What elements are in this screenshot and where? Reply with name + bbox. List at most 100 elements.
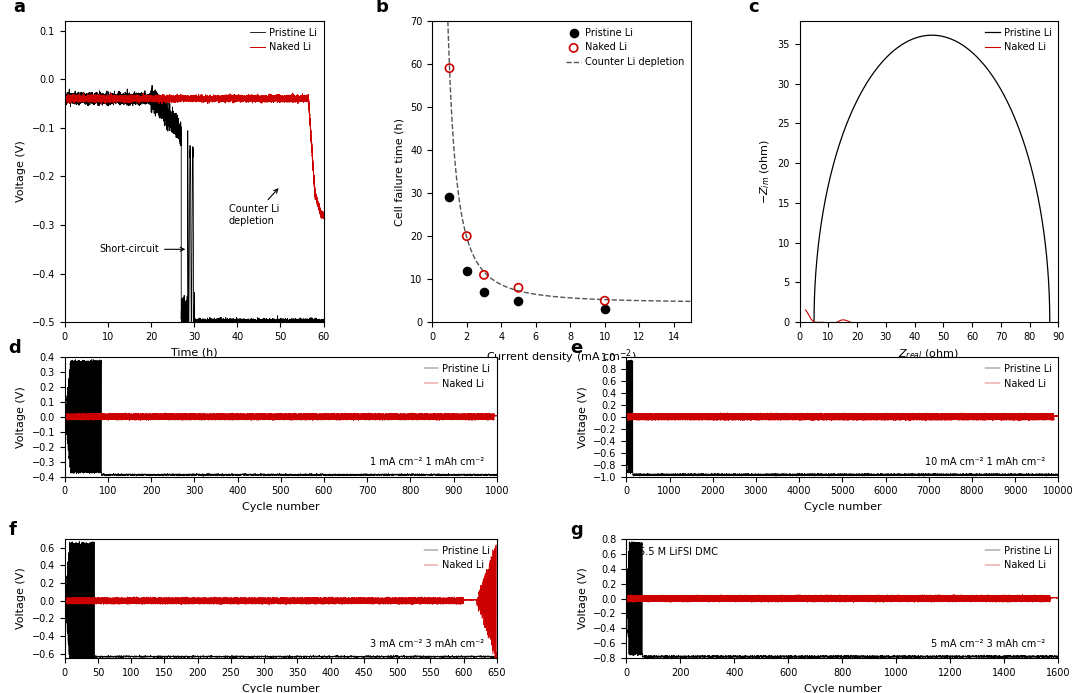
Naked Li — [881, 410, 894, 419]
Line: Counter Li depletion: Counter Li depletion — [441, 0, 691, 301]
Naked Li — [458, 231, 475, 242]
Pristine Li — [1025, 166, 1038, 174]
Naked Li — [840, 317, 853, 325]
Pristine Li — [490, 653, 503, 661]
Naked Li — [929, 410, 942, 419]
Pristine Li — [58, 94, 71, 102]
Naked Li — [639, 591, 652, 599]
X-axis label: Cycle number: Cycle number — [804, 683, 881, 693]
Pristine Li — [728, 471, 741, 480]
Pristine Li — [226, 653, 239, 661]
X-axis label: $Z_{real}$ (ohm): $Z_{real}$ (ohm) — [899, 347, 959, 361]
Naked Li — [826, 319, 839, 327]
X-axis label: Time (h): Time (h) — [171, 347, 217, 358]
Naked Li — [1052, 412, 1065, 420]
Pristine Li — [929, 470, 942, 478]
Pristine Li — [215, 471, 228, 480]
Text: d: d — [9, 340, 22, 358]
Pristine Li — [625, 356, 638, 364]
Naked Li — [77, 599, 90, 608]
Text: a: a — [13, 0, 25, 16]
Naked Li — [824, 319, 837, 327]
Naked Li — [125, 94, 138, 103]
Naked Li — [972, 597, 985, 606]
Pristine Li — [1024, 471, 1037, 480]
Pristine Li — [58, 414, 71, 422]
Pristine Li — [216, 319, 229, 328]
Counter Li depletion — [661, 297, 674, 305]
Y-axis label: Cell failure time (h): Cell failure time (h) — [394, 118, 405, 225]
Naked Li — [490, 656, 503, 664]
Pristine Li — [441, 192, 458, 203]
Pristine Li — [72, 91, 85, 99]
Pristine Li — [379, 471, 392, 480]
Pristine Li — [639, 652, 652, 660]
Line: Naked Li: Naked Li — [626, 595, 1058, 603]
Pristine Li — [710, 651, 723, 660]
Legend: Pristine Li, Naked Li: Pristine Li, Naked Li — [248, 26, 319, 55]
Pristine Li — [97, 98, 110, 106]
Text: 3 mA cm⁻² 3 mAh cm⁻²: 3 mA cm⁻² 3 mAh cm⁻² — [369, 639, 484, 649]
Pristine Li — [490, 471, 503, 479]
X-axis label: Cycle number: Cycle number — [242, 502, 320, 512]
Pristine Li — [80, 358, 93, 366]
Pristine Li — [355, 653, 368, 661]
Naked Li — [908, 599, 921, 607]
Y-axis label: Voltage (V): Voltage (V) — [578, 568, 588, 629]
Pristine Li — [625, 537, 638, 545]
Naked Li — [620, 410, 633, 418]
Pristine Li — [191, 319, 204, 327]
Pristine Li — [596, 304, 613, 315]
Naked Li — [333, 415, 346, 423]
Naked Li — [441, 62, 458, 73]
Naked Li — [77, 89, 90, 97]
Naked Li — [78, 600, 91, 608]
Text: Counter Li
depletion: Counter Li depletion — [229, 189, 279, 226]
Line: Pristine Li: Pristine Li — [65, 85, 324, 332]
Pristine Li — [77, 653, 90, 662]
Text: b: b — [376, 0, 388, 16]
Legend: Pristine Li, Naked Li, Counter Li depletion: Pristine Li, Naked Li, Counter Li deplet… — [565, 26, 686, 69]
Naked Li — [489, 541, 502, 549]
Naked Li — [58, 93, 71, 101]
Naked Li — [728, 414, 741, 423]
Pristine Li — [194, 319, 207, 327]
Line: Pristine Li: Pristine Li — [65, 541, 497, 660]
Pristine Li — [808, 318, 821, 326]
Pristine Li — [916, 32, 929, 40]
Pristine Li — [1043, 318, 1056, 326]
Pristine Li — [620, 412, 633, 420]
Naked Li — [916, 590, 929, 599]
Pristine Li — [197, 473, 210, 481]
Pristine Li — [881, 470, 894, 478]
Text: 5.5 M LiFSI DMC: 5.5 M LiFSI DMC — [639, 547, 718, 557]
Naked Li — [216, 93, 229, 101]
Line: Pristine Li: Pristine Li — [626, 541, 1058, 658]
Pristine Li — [58, 596, 71, 604]
Naked Li — [845, 318, 858, 326]
Y-axis label: $-Z_{im}$ (ohm): $-Z_{im}$ (ohm) — [758, 139, 772, 204]
Naked Li — [314, 415, 327, 423]
Naked Li — [490, 412, 503, 420]
Pristine Li — [918, 32, 931, 40]
Naked Li — [379, 593, 392, 602]
Naked Li — [838, 316, 851, 324]
Text: 5 mA cm⁻² 3 mAh cm⁻²: 5 mA cm⁻² 3 mAh cm⁻² — [931, 639, 1045, 649]
Naked Li — [58, 595, 71, 603]
Pristine Li — [620, 593, 633, 602]
Pristine Li — [85, 355, 98, 363]
Pristine Li — [918, 473, 931, 481]
Pristine Li — [314, 471, 327, 480]
Pristine Li — [179, 328, 192, 336]
Pristine Li — [926, 31, 939, 40]
X-axis label: Cycle number: Cycle number — [804, 502, 881, 512]
Text: 10 mA cm⁻² 1 mAh cm⁻²: 10 mA cm⁻² 1 mAh cm⁻² — [926, 457, 1045, 467]
Counter Li depletion — [583, 295, 596, 303]
Naked Li — [765, 408, 778, 416]
Naked Li — [355, 599, 368, 608]
Line: Naked Li: Naked Li — [65, 93, 324, 219]
Text: Short-circuit: Short-circuit — [99, 245, 184, 254]
Pristine Li — [683, 652, 696, 660]
Counter Li depletion — [582, 295, 595, 303]
Naked Li — [717, 597, 730, 606]
